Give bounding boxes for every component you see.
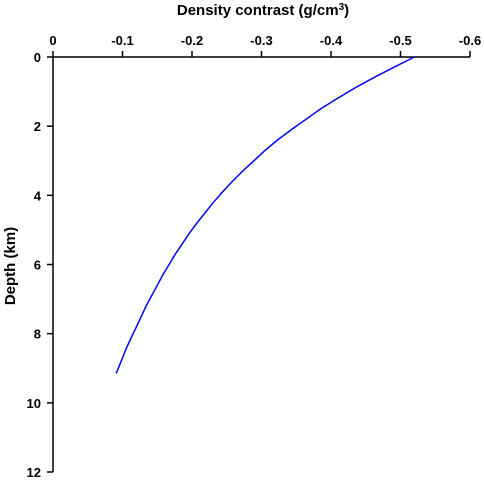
plot-area: 0 -0.1 -0.2 -0.3 -0.4 -0.5 -0.6 0 2 4 6 8 10 12 xyxy=(27,33,482,480)
y-tick-label: 4 xyxy=(34,188,42,203)
x-tick-label: -0.6 xyxy=(459,33,481,48)
x-tick-label: -0.4 xyxy=(320,33,343,48)
x-tick-label: -0.3 xyxy=(250,33,272,48)
x-tick-label: 0 xyxy=(49,33,56,48)
y-tick-label: 10 xyxy=(27,396,41,411)
x-axis-title: Density contrast (g/cm3) xyxy=(177,2,349,19)
x-tick-label: -0.1 xyxy=(111,33,133,48)
y-axis-title: Depth (km) xyxy=(2,227,19,305)
y-tick-label: 6 xyxy=(34,258,41,273)
y-tick-label: 8 xyxy=(34,327,41,342)
y-tick-label: 0 xyxy=(34,50,41,65)
y-tick-label: 12 xyxy=(27,465,41,480)
y-tick-label: 2 xyxy=(34,119,41,134)
x-tick-label: -0.5 xyxy=(389,33,411,48)
x-axis-title-superscript: 3 xyxy=(339,2,345,13)
density-curve xyxy=(115,56,415,374)
x-tick-label: -0.2 xyxy=(181,33,203,48)
